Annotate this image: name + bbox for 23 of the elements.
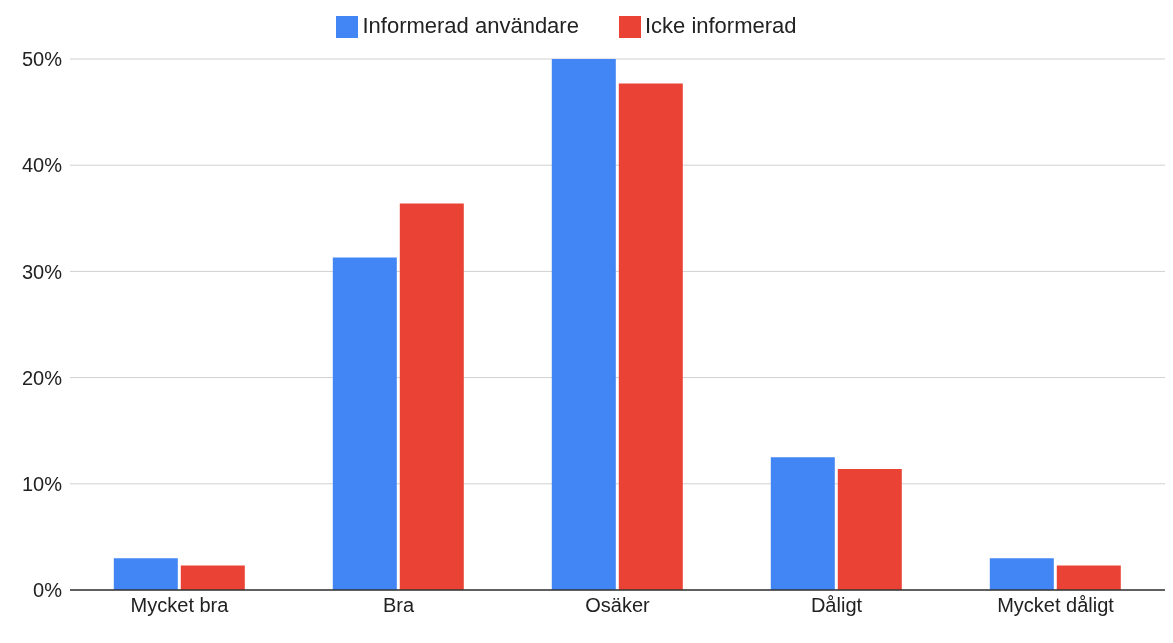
bar — [770, 457, 835, 590]
legend-label: Informerad användare — [362, 13, 579, 38]
y-tick-label: 50% — [21, 48, 63, 71]
bar — [551, 59, 616, 590]
x-tick-label: Dåligt — [810, 594, 863, 617]
bar — [837, 468, 902, 590]
x-tick-label: Bra — [382, 594, 415, 617]
bar — [1056, 565, 1121, 590]
x-tick-label: Osäker — [585, 594, 651, 617]
bar — [989, 558, 1054, 590]
x-tick-label: Mycket bra — [130, 594, 230, 617]
x-tick-label: Mycket dåligt — [997, 594, 1115, 617]
bar — [113, 558, 178, 590]
bar — [618, 83, 683, 590]
y-tick-label: 20% — [21, 366, 63, 389]
y-tick-label: 10% — [21, 472, 63, 495]
legend-label: Icke informerad — [644, 13, 797, 38]
y-tick-label: 40% — [21, 154, 63, 177]
y-tick-label: 30% — [21, 260, 63, 283]
y-tick-label: 0% — [33, 579, 63, 602]
bar — [332, 257, 397, 590]
bar — [180, 565, 245, 590]
bar — [399, 203, 464, 590]
